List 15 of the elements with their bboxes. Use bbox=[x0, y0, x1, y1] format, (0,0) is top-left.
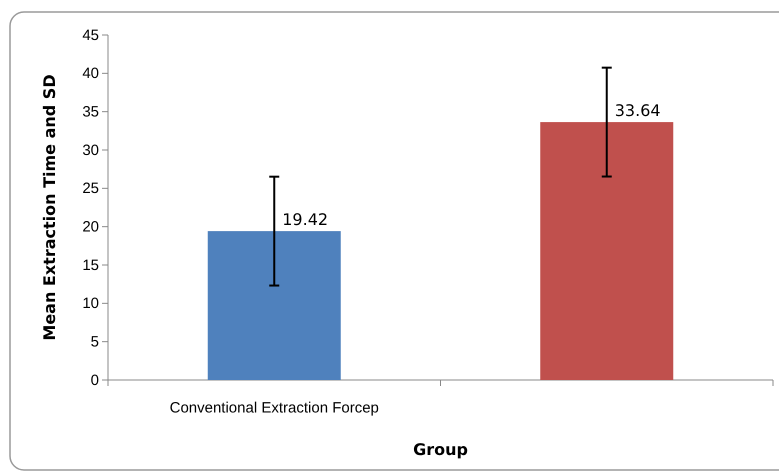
y-tick-label: 10 bbox=[82, 295, 99, 312]
y-tick-label: 20 bbox=[82, 218, 99, 236]
y-tick-label: 15 bbox=[82, 256, 99, 274]
y-tick-label: 40 bbox=[82, 65, 99, 82]
data-label: 33.64 bbox=[614, 101, 661, 120]
x-tick-label: Conventional Extraction Forcep bbox=[170, 400, 379, 417]
y-tick-label: 5 bbox=[90, 333, 99, 350]
y-tick-label: 30 bbox=[82, 142, 99, 159]
y-tick-label: 35 bbox=[82, 103, 99, 120]
x-axis-title: Group bbox=[413, 440, 468, 459]
y-axis-title: Mean Extraction Time and SD bbox=[40, 74, 59, 341]
data-label: 19.42 bbox=[282, 210, 328, 230]
y-tick-label: 0 bbox=[90, 372, 99, 389]
y-tick-label: 25 bbox=[82, 180, 99, 198]
y-tick-label: 45 bbox=[82, 26, 99, 44]
